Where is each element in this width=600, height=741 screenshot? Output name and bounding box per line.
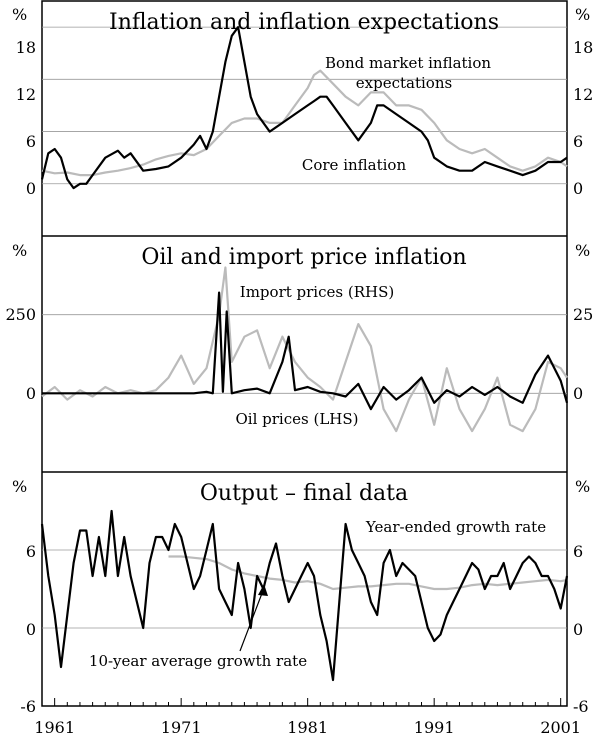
panel-inflation-left-tick-18: 18 xyxy=(16,38,36,57)
panel-output-series xyxy=(40,509,569,682)
panel-oil-import: % % Oil and import price inflation 250 0… xyxy=(5,241,593,433)
panel-oil-import-right-tick-25: 25 xyxy=(573,305,593,324)
panel-oil-import-right-tick-0: 0 xyxy=(573,384,583,403)
year-ended-growth-label: Year-ended growth rate xyxy=(365,518,546,536)
core-inflation-label: Core inflation xyxy=(302,156,407,174)
panel-oil-import-title: Oil and import price inflation xyxy=(141,245,466,270)
oil-prices-label: Oil prices (LHS) xyxy=(236,410,359,428)
ten-year-average-arrow xyxy=(239,587,265,652)
panel-inflation-title: Inflation and inflation expectations xyxy=(109,10,499,35)
x-tick-label-1961: 1961 xyxy=(34,718,75,737)
panel-oil-import-series xyxy=(41,266,569,433)
panel-inflation-grid xyxy=(42,26,567,185)
panel-inflation-left-tick-6: 6 xyxy=(26,132,36,151)
ten-year-average-line xyxy=(168,555,568,591)
x-tick-label-1971: 1971 xyxy=(161,718,202,737)
panel-output-grid xyxy=(42,549,567,629)
import-prices-line xyxy=(41,266,568,433)
x-axis: 1961 1971 1981 1991 2001 xyxy=(34,698,581,737)
panel-inflation-series xyxy=(40,26,568,190)
x-tick-label-2001: 2001 xyxy=(540,718,581,737)
panel-output-title: Output – final data xyxy=(200,481,408,506)
panel-output-left-tick-neg6: -6 xyxy=(20,697,36,716)
year-ended-growth-line xyxy=(40,509,569,682)
panel-inflation-unit-left: % xyxy=(12,5,27,24)
panel-output-right-tick-0: 0 xyxy=(573,620,583,639)
panel-oil-import-left-tick-0: 0 xyxy=(26,384,36,403)
panel-inflation-right-tick-12: 12 xyxy=(573,85,593,104)
panel-inflation-right-tick-0: 0 xyxy=(573,179,583,198)
panel-output-unit-left: % xyxy=(12,477,27,496)
x-tick-label-1991: 1991 xyxy=(414,718,455,737)
oil-prices-line xyxy=(42,291,569,411)
panel-oil-import-unit-left: % xyxy=(12,241,27,260)
panel-output: % % Output – final data 6 0 -6 6 0 -6 Ye… xyxy=(12,477,590,716)
panel-inflation-unit-right: % xyxy=(575,5,590,24)
panel-output-left-tick-0: 0 xyxy=(26,620,36,639)
bond-expectations-line xyxy=(41,69,568,177)
panel-output-right-tick-neg6: -6 xyxy=(573,697,589,716)
panel-inflation: % % Inflation and inflation expectations… xyxy=(12,5,593,198)
panel-inflation-left-tick-0: 0 xyxy=(26,179,36,198)
panel-inflation-left-tick-12: 12 xyxy=(16,85,36,104)
panel-output-unit-right: % xyxy=(575,477,590,496)
panel-output-right-tick-6: 6 xyxy=(573,542,583,561)
panel-oil-import-unit-right: % xyxy=(575,241,590,260)
bond-expectations-label-line1: Bond market inflation xyxy=(325,54,491,72)
figure-frame xyxy=(41,0,568,707)
panel-inflation-right-tick-6: 6 xyxy=(573,132,583,151)
panel-output-left-tick-6: 6 xyxy=(26,542,36,561)
panel-oil-import-grid xyxy=(42,314,567,394)
panel-inflation-right-tick-18: 18 xyxy=(573,38,593,57)
ten-year-average-arrowhead xyxy=(258,584,268,596)
x-tick-label-1981: 1981 xyxy=(287,718,328,737)
bond-expectations-label-line2: expectations xyxy=(356,74,452,92)
ten-year-average-label: 10-year average growth rate xyxy=(89,652,307,670)
panel-oil-import-left-tick-250: 250 xyxy=(5,305,36,324)
import-prices-label: Import prices (RHS) xyxy=(240,283,394,301)
core-inflation-line xyxy=(40,26,568,190)
